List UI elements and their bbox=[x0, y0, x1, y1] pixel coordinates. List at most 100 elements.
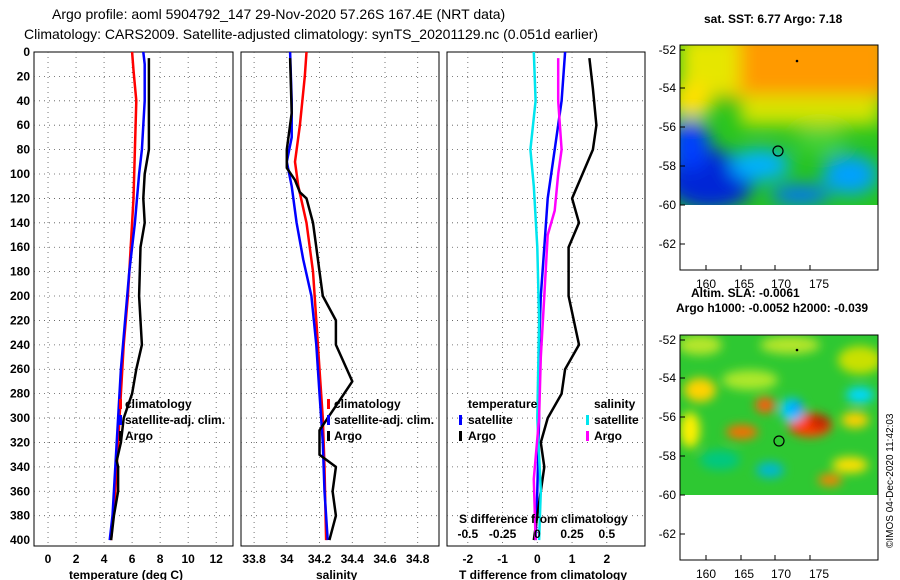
salinity-legend: climatology satellite-adj. clim. Argo bbox=[327, 397, 434, 443]
legend-swatch-t-argo bbox=[459, 431, 462, 441]
x-tick-label: 1 bbox=[569, 552, 576, 566]
map-x-tick-label: 170 bbox=[771, 567, 791, 580]
temperature-panel-frame bbox=[33, 51, 234, 547]
sst-float-dot bbox=[795, 59, 799, 63]
t-difference-axis-label: T difference from climatology bbox=[459, 568, 627, 580]
legend-swatch-s-satellite bbox=[586, 415, 589, 425]
legend-swatch-satellite bbox=[327, 415, 330, 425]
depth-tick-label: 380 bbox=[10, 509, 30, 523]
depth-tick-label: 100 bbox=[10, 167, 30, 181]
map-y-tick-label: -62 bbox=[659, 237, 677, 251]
imos-credit: ©IMOS 04-Dec-2020 11:42:03 bbox=[885, 413, 896, 548]
sst-map: sat. SST: 6.77 Argo: 7.18 -52 -54 -56 -58 -6… bbox=[659, 12, 879, 291]
sst-map-field bbox=[680, 45, 878, 205]
legend-label-t-satellite: satellite bbox=[468, 413, 513, 427]
profile-line-s-argo bbox=[532, 58, 563, 541]
depth-tick-label: 0 bbox=[23, 45, 30, 59]
map-x-tick-label: 160 bbox=[696, 277, 716, 291]
sla-map-title-1: Altim. SLA: -0.0061 bbox=[691, 286, 800, 300]
depth-tick-label: 240 bbox=[10, 338, 30, 352]
map-y-tick-label: -54 bbox=[659, 371, 677, 385]
profile-line-satellite bbox=[285, 51, 329, 541]
sst-map-blank bbox=[680, 205, 878, 270]
map-x-tick-label: 175 bbox=[809, 567, 829, 580]
header-line-2: Climatology: CARS2009. Satellite-adjuste… bbox=[24, 26, 599, 42]
x-tick-label: 34 bbox=[280, 552, 294, 566]
map-y-tick-label: -56 bbox=[659, 410, 677, 424]
map-y-tick-label: -54 bbox=[659, 81, 677, 95]
map-x-tick-label: 165 bbox=[734, 567, 754, 580]
map-y-tick-label: -60 bbox=[659, 488, 677, 502]
x-tick-label: 0 bbox=[45, 552, 52, 566]
x-tick-label: 12 bbox=[210, 552, 224, 566]
x-tick-label: 34.6 bbox=[373, 552, 397, 566]
temperature-axis-label: temperature (deg C) bbox=[69, 568, 183, 580]
legend-label-argo: Argo bbox=[125, 429, 153, 443]
legend-label-climatology: climatology bbox=[334, 397, 401, 411]
depth-tick-label: 200 bbox=[10, 289, 30, 303]
legend-title-temperature: temperature bbox=[468, 397, 538, 411]
depth-tick-label: 20 bbox=[17, 69, 31, 83]
x-tick-label: 2 bbox=[603, 552, 610, 566]
depth-tick-label: 280 bbox=[10, 387, 30, 401]
x-tick-label: 33.8 bbox=[242, 552, 266, 566]
map-y-tick-label: -56 bbox=[659, 120, 677, 134]
profile-line-satellite bbox=[108, 51, 146, 541]
header-line-1: Argo profile: aoml 5904792_147 29-Nov-20… bbox=[52, 6, 506, 22]
difference-panel-frame bbox=[446, 51, 646, 547]
x-tick-label: 34.2 bbox=[308, 552, 332, 566]
depth-tick-label: 300 bbox=[10, 411, 30, 425]
x-tick-label: -1 bbox=[497, 552, 508, 566]
legend-label-s-satellite: satellite bbox=[594, 413, 639, 427]
map-x-tick-label: 175 bbox=[809, 277, 829, 291]
profile-line-t-argo bbox=[532, 57, 598, 541]
salinity-axis-label: salinity bbox=[316, 568, 358, 580]
map-y-tick-label: -58 bbox=[659, 159, 677, 173]
difference-legend: temperature satellite Argo salinity sate… bbox=[459, 397, 639, 443]
sla-map-frame bbox=[679, 334, 879, 561]
salinity-panel-frame bbox=[240, 51, 440, 547]
map-y-tick-label: -62 bbox=[659, 527, 677, 541]
sla-map-blank bbox=[680, 495, 878, 560]
x-tick-label: 2 bbox=[73, 552, 80, 566]
map-x-tick-label: 160 bbox=[696, 567, 716, 580]
map-y-tick-label: -58 bbox=[659, 449, 677, 463]
s-diff-tick-label: 0.25 bbox=[560, 527, 584, 541]
legend-swatch-climatology bbox=[327, 399, 330, 409]
depth-tick-label: 140 bbox=[10, 216, 30, 230]
sla-argo-location-marker bbox=[773, 435, 785, 447]
legend-title-salinity: salinity bbox=[594, 397, 636, 411]
depth-tick-label: 160 bbox=[10, 240, 30, 254]
sst-map-axes: -52 -54 -56 -58 -60 -62 160 165 170 175 bbox=[659, 43, 830, 291]
sst-map-frame bbox=[679, 44, 879, 271]
profile-lines bbox=[108, 51, 598, 541]
sla-map-field bbox=[680, 335, 878, 495]
legend-label-climatology: climatology bbox=[125, 397, 192, 411]
x-tick-label: -2 bbox=[463, 552, 474, 566]
depth-tick-label: 60 bbox=[17, 118, 31, 132]
map-x-tick-label: 170 bbox=[771, 277, 791, 291]
legend-label-t-argo: Argo bbox=[468, 429, 496, 443]
profile-line-argo bbox=[109, 58, 151, 541]
depth-tick-label: 340 bbox=[10, 460, 30, 474]
x-tick-label: 6 bbox=[129, 552, 136, 566]
sla-map-title-2: Argo h1000: -0.0052 h2000: -0.039 bbox=[676, 301, 868, 315]
legend-swatch-argo bbox=[327, 431, 330, 441]
s-diff-tick-label: 0 bbox=[534, 527, 541, 541]
grid-layer bbox=[34, 52, 645, 546]
x-tick-label: 10 bbox=[181, 552, 195, 566]
map-y-tick-label: -60 bbox=[659, 198, 677, 212]
profile-line-s-satellite bbox=[529, 51, 543, 541]
s-diff-tick-label: -0.5 bbox=[457, 527, 478, 541]
legend-swatch-argo bbox=[119, 431, 122, 441]
sst-map-title: sat. SST: 6.77 Argo: 7.18 bbox=[704, 12, 843, 26]
depth-tick-label: 360 bbox=[10, 484, 30, 498]
legend-label-satellite: satellite-adj. clim. bbox=[125, 413, 225, 427]
tick-labels: 0 2 4 6 8 10 12 33.8 34 34.2 34.4 34.6 34.8 -2 -1 0 1 2-0… bbox=[45, 527, 616, 566]
depth-tick-label: 220 bbox=[10, 313, 30, 327]
legend-swatch-s-argo bbox=[586, 431, 589, 441]
profile-line-argo bbox=[285, 58, 354, 541]
legend-label-s-argo: Argo bbox=[594, 429, 622, 443]
depth-tick-label: 40 bbox=[17, 94, 31, 108]
legend-swatch-t-satellite bbox=[459, 415, 462, 425]
